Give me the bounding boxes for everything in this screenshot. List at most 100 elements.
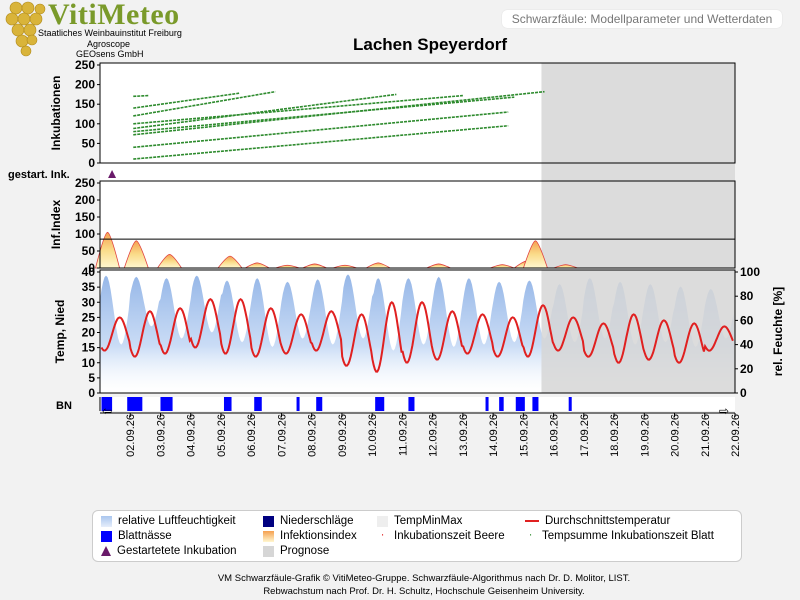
infection-index-peak: [553, 264, 578, 269]
logo: [2, 0, 202, 60]
infection-index-peak: [332, 264, 358, 269]
axes: [97, 62, 738, 417]
infection-index-peak: [95, 231, 121, 269]
panel-frame: [99, 269, 736, 394]
legend-item-humidity: relative Luftfeuchtigkeit: [101, 515, 236, 527]
y-tick-label: 200: [75, 193, 95, 207]
y-tick-label: 0: [88, 261, 95, 275]
leaf-wetness-bar: [254, 397, 262, 411]
infection-index-peak: [426, 263, 451, 269]
x-tick-label: 02.09.26: [125, 414, 137, 457]
leafwet-swatch-icon: [101, 530, 112, 542]
incubation-line: [133, 90, 545, 136]
leaf-wetness-series: [101, 397, 572, 411]
leaf-wetness-bar: [375, 397, 385, 411]
x-tick-label: 17.09.26: [579, 414, 591, 457]
humidity-ylabel: rel. Feuchte [%]: [771, 287, 785, 376]
forecast-swatch-icon: [263, 545, 274, 557]
y-tick-label: 60: [740, 313, 754, 327]
legend-item-precip: Niederschläge: [263, 515, 354, 527]
forecast-shade: [541, 163, 735, 181]
y-tick-label: 0: [88, 156, 95, 170]
y-tick-label: 250: [75, 58, 95, 72]
incubation-line: [133, 96, 515, 133]
started-incubation-marker: [108, 170, 117, 178]
incubation-line: [133, 90, 276, 117]
leaf-wetness-bar: [223, 397, 232, 411]
x-tick-label: 18.09.26: [609, 414, 621, 457]
incubation-line: [133, 94, 149, 98]
leaf-wetness-bar: [568, 397, 572, 411]
infection-index-peak: [490, 264, 515, 269]
x-tick-label: 13.09.26: [458, 414, 470, 457]
infection-index-peak: [156, 253, 183, 269]
footer-line-2: Rebwachstum nach Prof. Dr. H. Schultz, H…: [263, 586, 585, 597]
x-tick-label: 12.09.26: [428, 414, 440, 457]
legend-item-started: Gestartetete Inkubation: [101, 545, 237, 557]
incubation-line: [133, 124, 509, 160]
y-tick-label: 25: [82, 310, 96, 324]
legend-item-tempminmax: TempMinMax: [377, 515, 462, 527]
precip-swatch-icon: [263, 515, 274, 527]
legend-label: Durchschnittstemperatur: [545, 515, 671, 527]
x-tick-label: 20.09.26: [670, 414, 682, 457]
leaf-wetness-bar: [316, 397, 323, 411]
leaf-wetness-bar: [160, 397, 173, 411]
y-tick-label: 100: [740, 265, 760, 279]
x-tick-label: 15.09.26: [518, 414, 530, 457]
tempminmax-swatch-icon: [377, 515, 388, 527]
brand-name: VitiMeteo: [48, 0, 180, 31]
leaf-wetness-bar: [532, 397, 539, 411]
y-tick-label: 50: [82, 136, 96, 150]
org-line-2: Agroscope: [87, 39, 131, 49]
triangle-icon: [101, 546, 111, 556]
legend-label: Inkubationszeit Beere: [394, 530, 505, 542]
humidity-swatch-icon: [101, 515, 112, 527]
y-tick-label: 0: [88, 386, 95, 400]
forecast-shade: [541, 181, 735, 268]
legend-label: Tempsumme Inkubationszeit Blatt: [542, 530, 714, 542]
chart-area: 0501001502002500501001502002500510152025…: [8, 58, 785, 457]
legend-item-leaf: · Tempsumme Inkubationszeit Blatt: [525, 528, 714, 542]
temperature-series: [100, 297, 734, 373]
avg-temperature-line: [100, 297, 734, 373]
panel-bg: [100, 397, 735, 411]
y-tick-label: 100: [75, 117, 95, 131]
legend-item-avgtemp: Durchschnittstemperatur: [525, 515, 670, 527]
incubation-line: [133, 93, 397, 130]
legend-label: Infektionsindex: [280, 530, 357, 542]
legend-label: Prognose: [280, 545, 330, 557]
x-tick-label: 16.09.26: [549, 414, 561, 457]
y-tick-label: 20: [740, 362, 754, 376]
x-tick-label: 22.09.26: [730, 414, 742, 457]
leaf-wetness-bar: [127, 397, 143, 411]
y-tick-label: 10: [82, 356, 96, 370]
leaf-wetness-bar: [515, 397, 525, 411]
y-tick-label: 5: [88, 371, 95, 385]
y-tick-label: 100: [75, 227, 95, 241]
infection-index-peak: [243, 262, 271, 269]
infection-index-series: [95, 231, 735, 269]
incubation-ylabel: Inkubationen: [49, 76, 63, 151]
panel-frame: [99, 180, 736, 269]
org-line-1: Staatliches Weinbauinstitut Freiburg: [38, 28, 182, 38]
y-tick-label: 0: [740, 386, 747, 400]
incubation-line: [133, 92, 240, 109]
leaf-dot-icon: ·: [528, 528, 533, 541]
infection-index-peak: [123, 240, 149, 269]
leaf-wetness-bar: [408, 397, 415, 411]
y-tick-label: 80: [740, 289, 754, 303]
x-tick-label: 07.09.26: [276, 414, 288, 457]
leaf-wetness-bar: [485, 397, 489, 411]
forecast-shade: [541, 270, 735, 393]
leaf-wetness-bar: [499, 397, 504, 411]
x-tick-label: 06.09.26: [246, 414, 258, 457]
infindex-ylabel: Inf.Index: [49, 200, 63, 250]
y-tick-label: 15: [82, 341, 96, 355]
x-tick-label: 08.09.26: [307, 414, 319, 457]
y-tick-label: 150: [75, 210, 95, 224]
started-incubation-label: gestart. Ink.: [8, 169, 70, 181]
y-tick-label: 40: [82, 265, 96, 279]
legend-label: Niederschläge: [280, 515, 354, 527]
legend-label: Blattnässe: [118, 530, 172, 542]
